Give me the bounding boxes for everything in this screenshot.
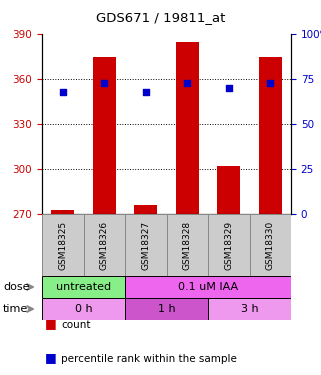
Bar	[93, 57, 116, 214]
Point	[226, 85, 231, 91]
Text: dose: dose	[3, 282, 30, 292]
Bar	[249, 214, 291, 276]
Bar	[42, 298, 125, 320]
Point	[102, 80, 107, 86]
Text: untreated: untreated	[56, 282, 111, 292]
Text: 3 h: 3 h	[241, 304, 258, 314]
Text: ■: ■	[45, 317, 57, 330]
Bar	[125, 276, 291, 298]
Point	[268, 80, 273, 86]
Text: 1 h: 1 h	[158, 304, 175, 314]
Bar	[167, 214, 208, 276]
Text: GSM18328: GSM18328	[183, 220, 192, 270]
Text: GSM18327: GSM18327	[141, 220, 150, 270]
Text: count: count	[61, 320, 91, 330]
Text: 0 h: 0 h	[75, 304, 92, 314]
Point	[185, 80, 190, 86]
Point	[60, 88, 65, 94]
Text: 0.1 uM IAA: 0.1 uM IAA	[178, 282, 238, 292]
Bar	[125, 298, 208, 320]
Bar	[134, 205, 157, 214]
Text: GSM18329: GSM18329	[224, 220, 233, 270]
Bar	[217, 166, 240, 214]
Text: GSM18326: GSM18326	[100, 220, 109, 270]
Bar	[259, 57, 282, 214]
Bar	[83, 214, 125, 276]
Text: GSM18325: GSM18325	[58, 220, 67, 270]
Text: percentile rank within the sample: percentile rank within the sample	[61, 354, 237, 364]
Bar	[208, 298, 291, 320]
Text: ■: ■	[45, 351, 57, 364]
Text: GDS671 / 19811_at: GDS671 / 19811_at	[96, 11, 225, 24]
Bar	[51, 210, 74, 214]
Text: time: time	[3, 304, 29, 314]
Bar	[176, 42, 199, 214]
Bar	[42, 276, 125, 298]
Bar	[208, 214, 249, 276]
Text: GSM18330: GSM18330	[266, 220, 275, 270]
Bar	[125, 214, 167, 276]
Bar	[42, 214, 83, 276]
Point	[143, 88, 148, 94]
